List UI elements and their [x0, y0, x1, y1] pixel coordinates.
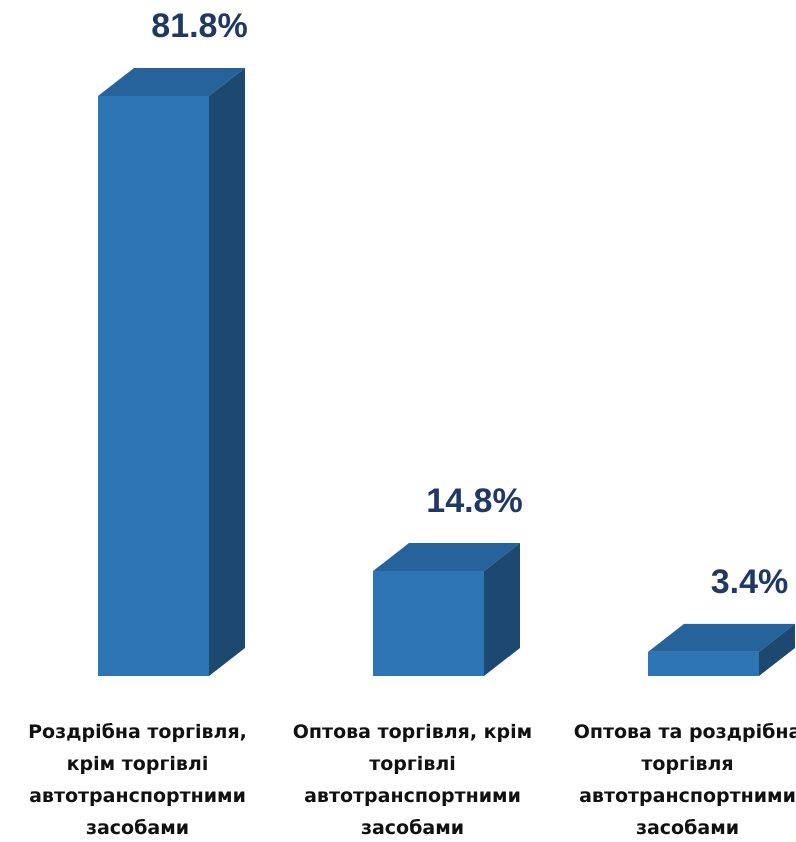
bar-side — [484, 543, 520, 676]
bar — [648, 623, 795, 676]
x-tick-label: Оптова торгівля, крім торгівлі автотранс… — [292, 721, 533, 839]
bar-top — [648, 623, 795, 652]
bar-side — [759, 623, 795, 676]
bar-front — [373, 571, 484, 676]
x-tick-label: Роздрібна торгівля, крім торгівлі автотр… — [28, 721, 247, 839]
value-label: 81.8% — [151, 7, 247, 45]
bar-side — [209, 68, 245, 676]
bar-top — [98, 68, 245, 96]
value-label: 14.8% — [426, 482, 522, 520]
bar-front — [98, 96, 209, 676]
bar — [98, 68, 245, 676]
bar — [373, 543, 520, 676]
bar-front — [648, 651, 759, 676]
bar-top — [373, 543, 520, 572]
x-tick-label: Оптова та роздрібна торгівля автотранспо… — [573, 721, 796, 839]
value-label: 3.4% — [711, 563, 789, 601]
